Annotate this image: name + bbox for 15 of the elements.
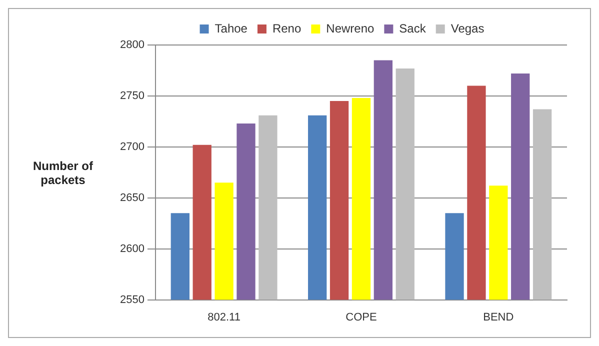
y-tick-label: 2700 [120, 140, 144, 153]
legend-label: Newreno [326, 21, 375, 36]
x-tick-label: COPE [346, 311, 377, 324]
y-tick-label: 2650 [120, 192, 144, 204]
y-tick-label: 2800 [120, 39, 144, 52]
y-tick-label: 2750 [120, 90, 144, 102]
legend-label: Sack [399, 21, 427, 36]
legend-label: Reno [272, 21, 302, 36]
legend-label: Tahoe [214, 21, 248, 36]
y-axis-title: Number of packets [32, 159, 94, 187]
legend-label: Vegas [450, 21, 484, 36]
y-tick-label: 2550 [120, 294, 144, 306]
x-tick-label: BEND [483, 311, 514, 324]
x-tick-label: 802.11 [208, 311, 240, 324]
y-tick-label: 2600 [120, 242, 144, 255]
